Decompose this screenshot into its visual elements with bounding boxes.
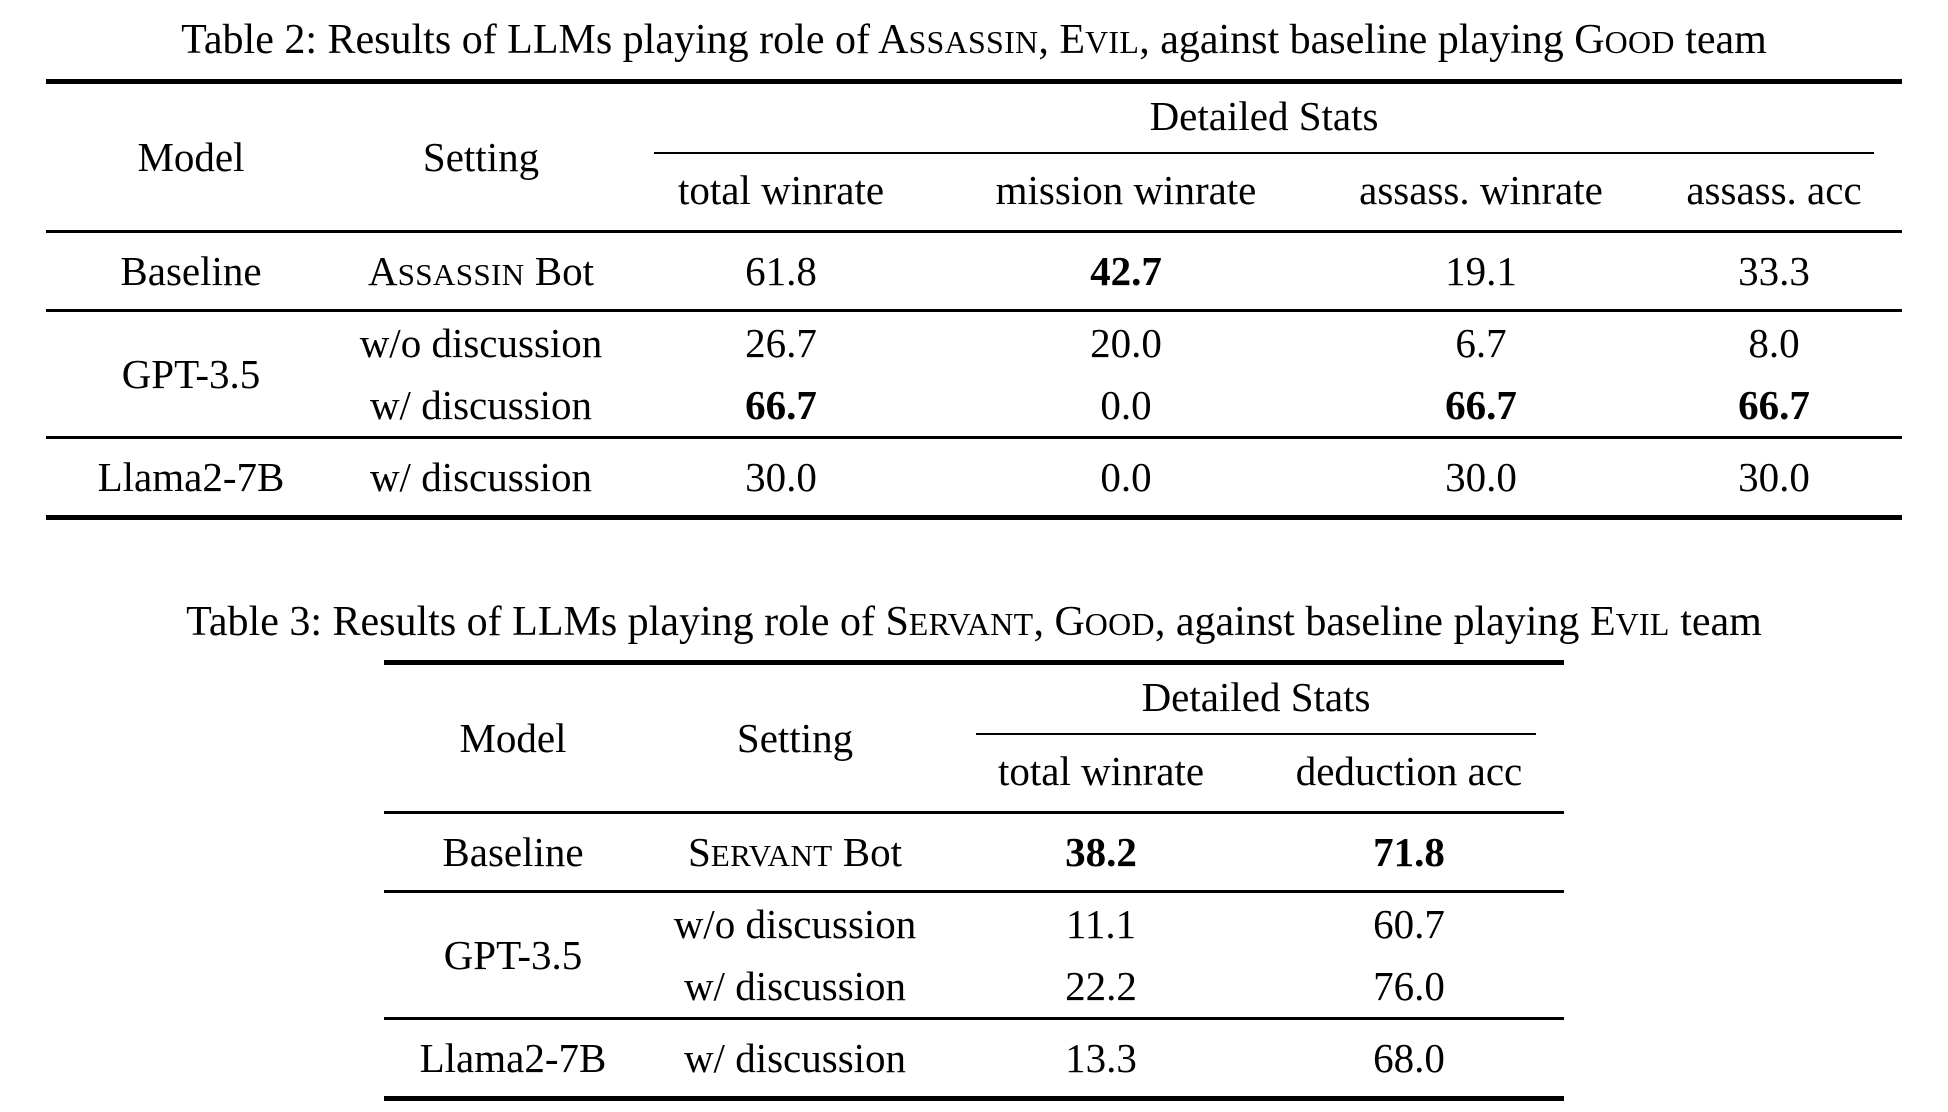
- cell-value: 11.1: [1065, 901, 1137, 947]
- cell-setting: w/o discussion: [359, 319, 603, 366]
- col-header-detailed-stats: Detailed Stats: [626, 81, 1902, 154]
- cell-setting: w/o discussion: [673, 901, 917, 947]
- cell-value: 19.1: [1445, 247, 1517, 294]
- table-row: total winrate deduction acc: [384, 735, 1564, 813]
- cell-model: Llama2-7B: [419, 1035, 607, 1081]
- cell-model: GPT-3.5: [121, 350, 261, 397]
- table-row: Model Setting Detailed Stats: [384, 663, 1564, 761]
- cell-value: 26.7: [745, 319, 817, 366]
- group-gpt35: GPT-3.5 w/o discussion 11.1 60.7 w/ disc…: [384, 891, 1564, 1019]
- table-2: Model Setting Detailed Stats total winra…: [46, 78, 1902, 520]
- cell-value: 20.0: [1090, 319, 1162, 366]
- col-header-assass-winrate: assass. winrate: [1359, 166, 1603, 213]
- cell-value: 0.0: [1100, 453, 1152, 500]
- col-header-setting: Setting: [736, 715, 854, 761]
- cell-setting: w/ discussion: [369, 381, 593, 428]
- cell-value: 42.7: [1090, 247, 1162, 294]
- cell-model: Baseline: [442, 829, 584, 875]
- cell-value: 13.3: [1065, 1035, 1137, 1081]
- group-llama: Llama2-7B w/ discussion 30.0 0.0 30.0 30…: [46, 437, 1902, 517]
- table-row: Baseline SERVANT Bot 38.2 71.8: [384, 813, 1564, 892]
- group-llama: Llama2-7B w/ discussion 13.3 68.0: [384, 1018, 1564, 1099]
- col-header-setting: Setting: [422, 133, 540, 180]
- cell-setting: SERVANT Bot: [687, 829, 902, 875]
- table-row: total winrate mission winrate assass. wi…: [46, 154, 1902, 232]
- col-header-deduction-acc: deduction acc: [1295, 748, 1523, 794]
- cell-value: 33.3: [1738, 247, 1810, 294]
- cell-value: 71.8: [1373, 829, 1445, 875]
- table-row: w/ discussion 66.7 0.0 66.7 66.7: [46, 374, 1902, 438]
- col-header-total-winrate: total winrate: [677, 166, 885, 213]
- cell-model: GPT-3.5: [443, 932, 583, 978]
- cell-value: 66.7: [1445, 381, 1517, 428]
- col-header-mission-winrate: mission winrate: [995, 166, 1257, 213]
- cell-setting: ASSASSIN Bot: [368, 247, 594, 294]
- cell-setting: w/ discussion: [369, 453, 593, 500]
- cell-value: 68.0: [1373, 1035, 1445, 1081]
- table-row: Baseline ASSASSIN Bot 61.8 42.7 19.1 33.…: [46, 231, 1902, 310]
- cell-value: 8.0: [1748, 319, 1800, 366]
- cell-value: 66.7: [1738, 381, 1810, 428]
- cell-value: 66.7: [745, 381, 817, 428]
- cell-value: 30.0: [1738, 453, 1810, 500]
- cell-value: 61.8: [745, 247, 817, 294]
- cell-value: 60.7: [1373, 901, 1445, 947]
- table-2-header: Model Setting Detailed Stats total winra…: [46, 81, 1902, 231]
- table-3-header: Model Setting Detailed Stats total winra…: [384, 663, 1564, 813]
- table-3: Model Setting Detailed Stats total winra…: [384, 660, 1564, 1101]
- table-row: Model Setting Detailed Stats: [46, 81, 1902, 180]
- table-row: GPT-3.5 w/o discussion 11.1 60.7: [384, 892, 1564, 978]
- cell-value: 30.0: [1445, 453, 1517, 500]
- table-row: Llama2-7B w/ discussion 13.3 68.0: [384, 1019, 1564, 1099]
- cell-value: 6.7: [1455, 319, 1507, 366]
- cell-model: Llama2-7B: [97, 453, 285, 500]
- cell-value: 76.0: [1373, 963, 1445, 1009]
- table-2-figure: Table 2: Results of LLMs playing role of…: [0, 0, 1948, 520]
- cell-value: 0.0: [1100, 381, 1152, 428]
- group-baseline: Baseline SERVANT Bot 38.2 71.8: [384, 813, 1564, 892]
- table-row: Llama2-7B w/ discussion 30.0 0.0 30.0 30…: [46, 437, 1902, 517]
- cell-value: 30.0: [745, 453, 817, 500]
- col-header-assass-acc: assass. acc: [1686, 166, 1862, 213]
- col-header-detailed-stats: Detailed Stats: [948, 663, 1564, 735]
- col-header-model: Model: [459, 715, 567, 761]
- col-header-total-winrate: total winrate: [997, 748, 1205, 794]
- cell-value: 22.2: [1065, 963, 1137, 1009]
- table-row: w/ discussion 22.2 76.0: [384, 955, 1564, 1019]
- table-3-caption: Table 3: Results of LLMs playing role of…: [186, 598, 1762, 645]
- cell-setting: w/ discussion: [683, 963, 907, 1009]
- group-baseline: Baseline ASSASSIN Bot 61.8 42.7 19.1 33.…: [46, 231, 1902, 310]
- detailed-stats-label: Detailed Stats: [654, 84, 1874, 154]
- cell-setting: w/ discussion: [683, 1035, 907, 1081]
- col-header-model: Model: [137, 133, 245, 180]
- group-gpt35: GPT-3.5 w/o discussion 26.7 20.0 6.7 8.0…: [46, 310, 1902, 437]
- detailed-stats-label: Detailed Stats: [976, 665, 1536, 735]
- table-2-caption: Table 2: Results of LLMs playing role of…: [181, 17, 1767, 63]
- cell-model: Baseline: [120, 247, 262, 294]
- table-row: GPT-3.5 w/o discussion 26.7 20.0 6.7 8.0: [46, 310, 1902, 397]
- table-3-figure: Table 3: Results of LLMs playing role of…: [0, 582, 1948, 1101]
- cell-value: 38.2: [1065, 829, 1137, 875]
